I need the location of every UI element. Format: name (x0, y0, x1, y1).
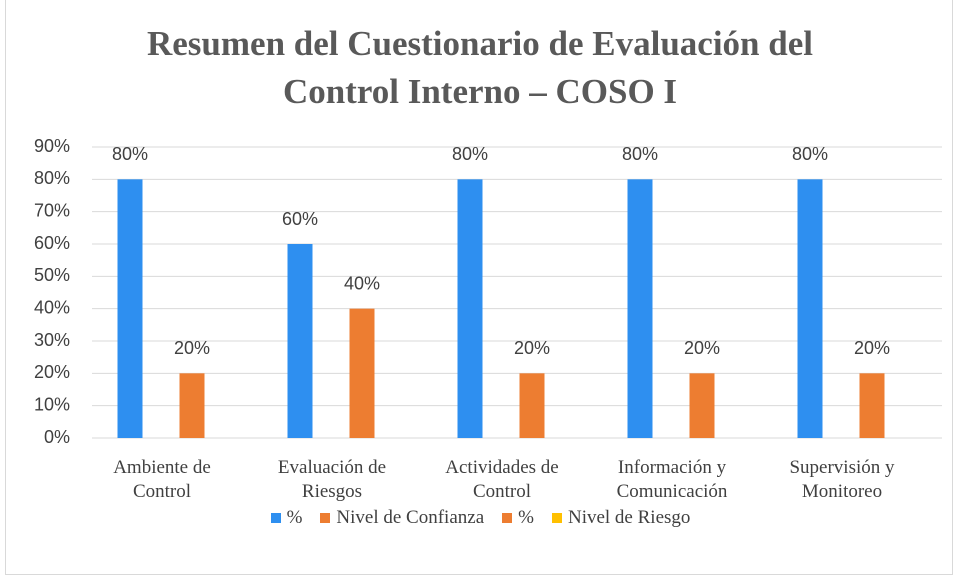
legend-swatch (551, 513, 562, 523)
legend-label: Nivel de Riesgo (567, 507, 691, 528)
legend-swatch (320, 513, 331, 523)
y-tick-label: 90% (34, 136, 70, 156)
bar (797, 179, 823, 439)
chart-title: Resumen del Cuestionario de Evaluación d… (146, 24, 813, 111)
legend-swatch (502, 513, 513, 523)
data-label: 80% (452, 144, 488, 164)
x-tick-label: Evaluación de Riesgos (277, 457, 387, 502)
bar (859, 373, 885, 438)
legend-label: % (286, 507, 303, 528)
legend-label: Nivel de Confianza (336, 507, 485, 528)
data-label: 80% (112, 144, 148, 164)
data-label: 40% (344, 273, 380, 293)
bar (519, 373, 545, 438)
bar (287, 244, 313, 438)
legend-item: Nivel de Riesgo (551, 507, 691, 529)
data-label: 20% (514, 338, 550, 358)
bar (179, 373, 205, 438)
y-tick-label: 70% (34, 200, 70, 220)
y-tick-label: 60% (34, 233, 70, 253)
chart-frame (5, 0, 953, 575)
legend: % Nivel de Confianza% Nivel de Riesgo (0, 507, 961, 529)
y-tick-label: 10% (34, 394, 70, 414)
data-label: 20% (684, 338, 720, 358)
data-label: 20% (854, 338, 890, 358)
data-label: 60% (282, 209, 318, 229)
data-label: 80% (792, 144, 828, 164)
bar (349, 308, 375, 438)
bar (627, 179, 653, 439)
legend-swatch (270, 513, 281, 523)
y-tick-label: 50% (34, 265, 70, 285)
legend-item: Nivel de Confianza (320, 507, 484, 529)
legend-label: % (518, 507, 534, 528)
y-tick-label: 40% (34, 297, 70, 317)
legend-item: % (502, 507, 534, 529)
y-tick-label: 20% (34, 362, 70, 382)
x-tick-label: Actividades de Control (445, 457, 559, 502)
x-tick-label: Ambiente de Control (113, 457, 211, 502)
x-tick-label: Supervisión y Monitoreo (789, 457, 895, 502)
data-label: 20% (174, 338, 210, 358)
y-tick-label: 30% (34, 330, 70, 350)
x-tick-label: Información y Comunicación (616, 457, 728, 502)
y-tick-label: 80% (34, 168, 70, 188)
legend-item: % (270, 507, 303, 529)
data-label: 80% (622, 144, 658, 164)
bar (117, 179, 143, 439)
y-tick-label: 0% (44, 427, 70, 447)
bar (457, 179, 483, 439)
bar (689, 373, 715, 438)
